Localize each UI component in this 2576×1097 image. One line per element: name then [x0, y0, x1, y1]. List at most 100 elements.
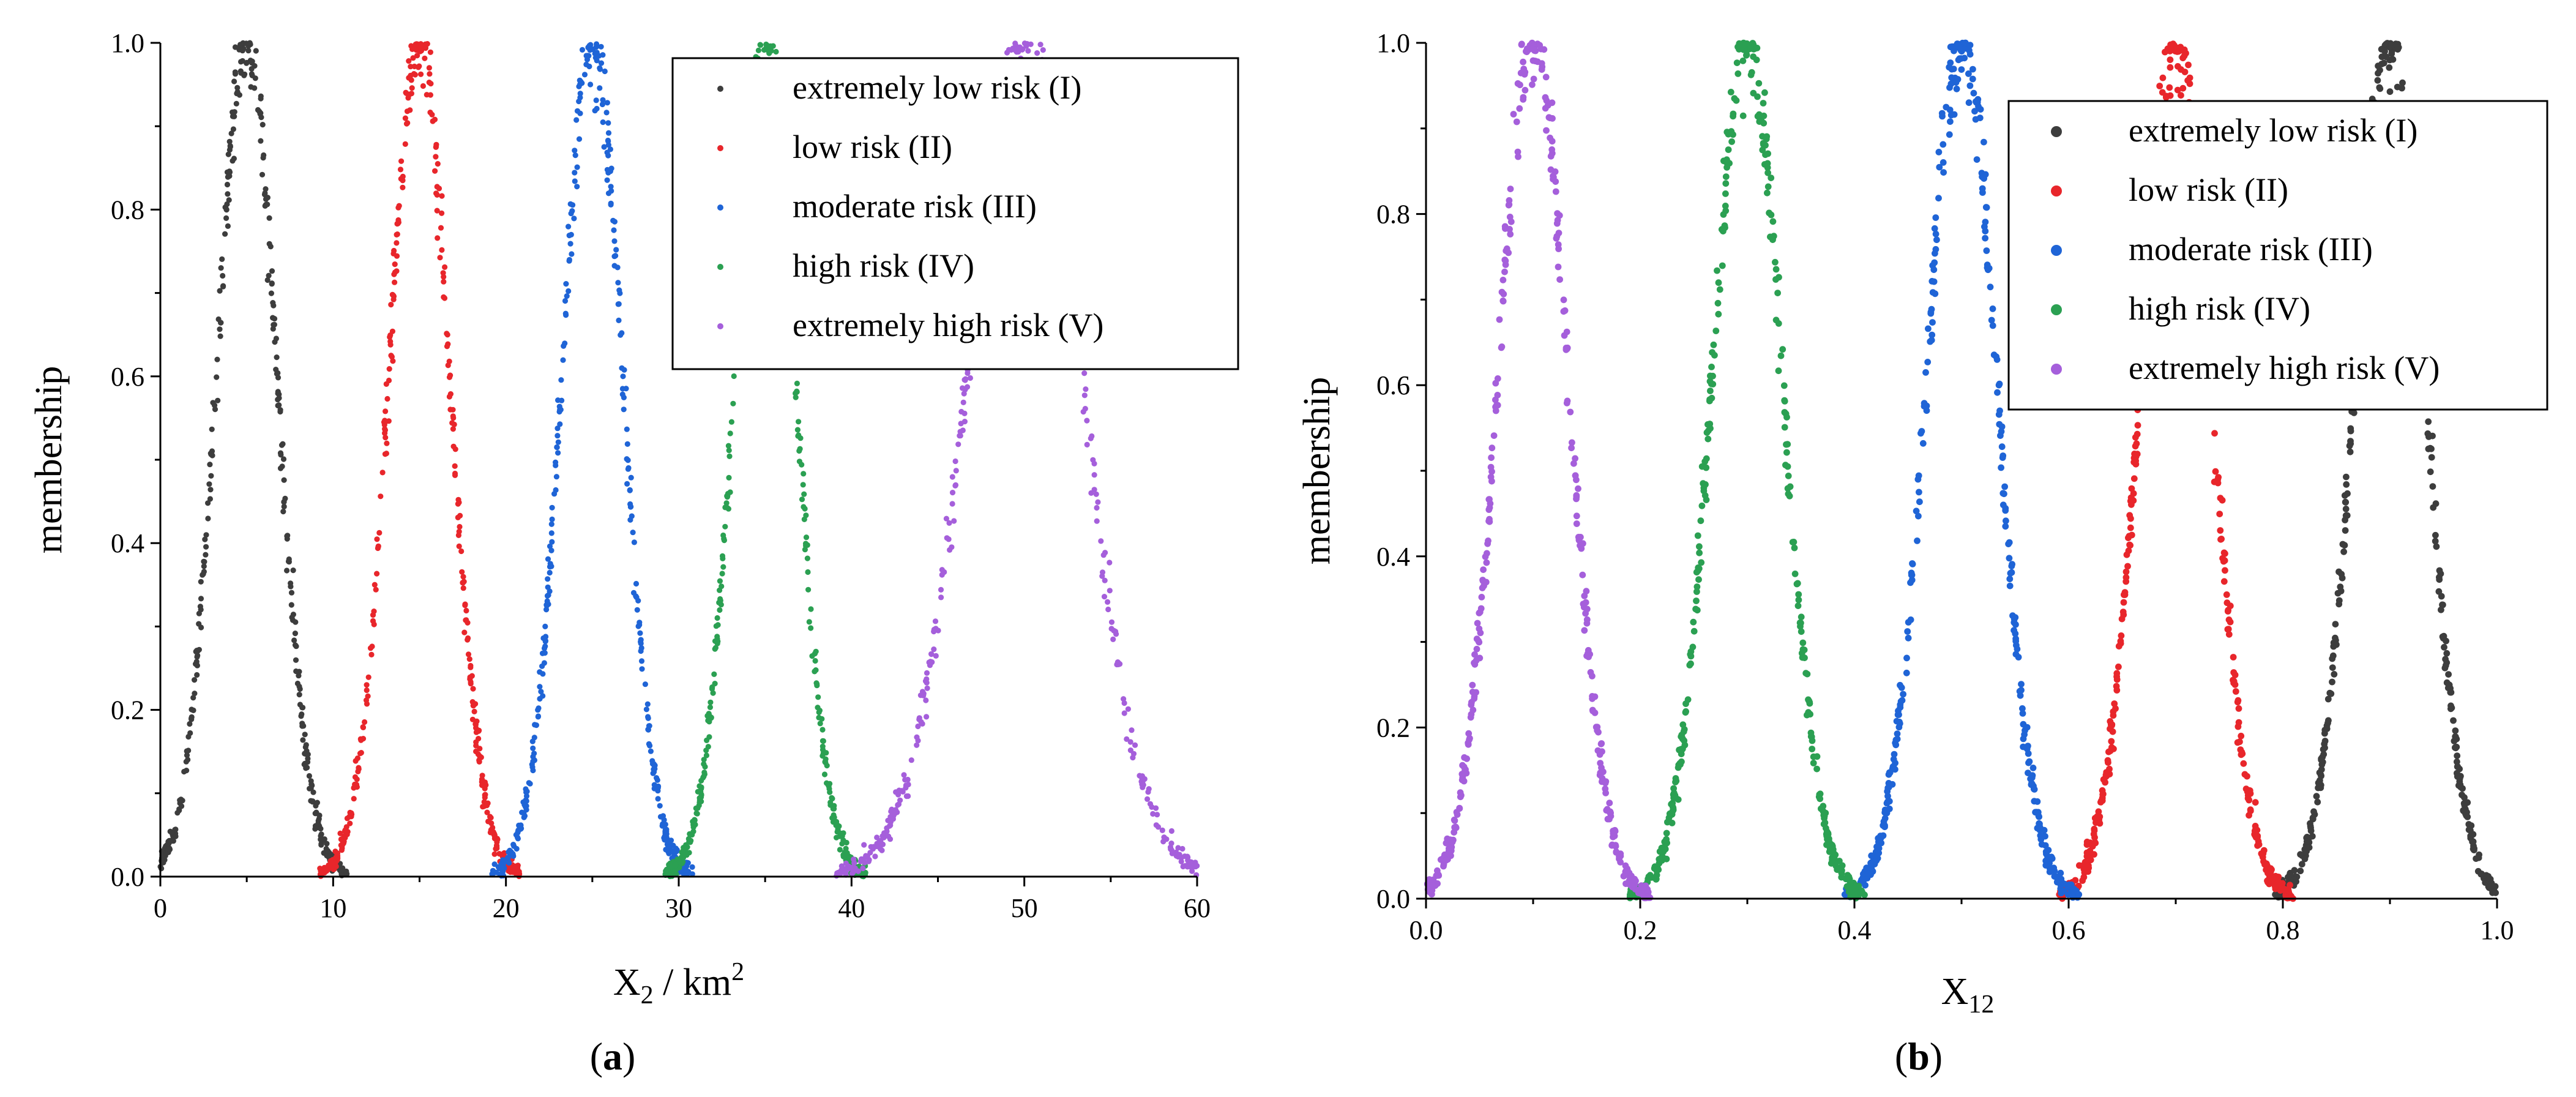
data-point — [2128, 485, 2135, 492]
data-point — [482, 795, 488, 801]
data-point — [2048, 865, 2055, 872]
data-point — [2053, 873, 2060, 880]
data-point — [396, 203, 402, 209]
data-point — [1672, 779, 1679, 785]
data-point — [318, 842, 324, 848]
data-point — [1473, 657, 1480, 664]
data-point — [634, 607, 640, 613]
data-point — [379, 470, 386, 476]
data-point — [435, 235, 441, 241]
data-point — [280, 456, 287, 462]
data-point — [1552, 178, 1559, 185]
data-point — [2443, 650, 2451, 657]
data-point — [1974, 95, 1982, 103]
x-tick-label: 0.8 — [2266, 915, 2300, 945]
data-point — [491, 851, 498, 857]
data-point — [1913, 507, 1920, 515]
data-point — [1681, 726, 1688, 733]
data-point — [1121, 710, 1127, 716]
data-point — [205, 515, 211, 522]
data-point — [567, 241, 573, 247]
data-point — [2128, 501, 2135, 508]
data-point — [2331, 671, 2338, 678]
data-point — [1798, 628, 1805, 635]
data-point — [1521, 71, 1528, 78]
data-point — [1889, 781, 1896, 788]
data-point — [871, 844, 877, 850]
panel-a: 0 10 20 30 40 50 60 0.0 0.2 0.4 0.6 0.8 1.0 membershi… — [28, 28, 1239, 1078]
data-point — [2042, 848, 2050, 855]
data-point — [1722, 173, 1730, 180]
data-point — [389, 354, 395, 360]
data-point — [1556, 212, 1563, 219]
data-point — [961, 410, 968, 417]
data-point — [196, 646, 202, 653]
data-point — [1865, 870, 1872, 877]
data-point — [200, 571, 206, 577]
data-point — [258, 95, 264, 102]
data-point — [604, 100, 611, 106]
data-point — [2394, 83, 2401, 91]
data-point — [1468, 711, 1475, 718]
y-tick-label: 0.8 — [1376, 200, 1410, 230]
data-point — [394, 231, 400, 238]
data-point — [696, 799, 703, 806]
data-point — [2251, 828, 2258, 834]
data-point — [169, 829, 175, 836]
data-point — [1025, 48, 1031, 54]
data-point — [684, 844, 690, 850]
data-point — [566, 223, 572, 230]
data-point — [1829, 842, 1836, 848]
data-point — [2438, 606, 2444, 613]
data-point — [1929, 319, 1936, 326]
data-point — [2104, 757, 2111, 764]
data-point — [1715, 279, 1722, 286]
data-point — [2436, 576, 2443, 583]
data-point — [709, 684, 715, 691]
data-point — [664, 839, 671, 845]
x-tick-label: 0.6 — [2052, 915, 2086, 945]
data-point — [437, 255, 443, 261]
data-point — [1515, 153, 1521, 160]
data-point — [1610, 830, 1617, 837]
data-point — [1629, 883, 1636, 890]
data-point — [572, 170, 578, 176]
data-point — [392, 279, 398, 285]
data-point — [905, 793, 911, 799]
data-point — [374, 571, 380, 577]
panel-letter: a — [603, 1035, 622, 1078]
data-point — [1932, 230, 1939, 238]
data-point — [302, 732, 308, 738]
data-point — [2298, 861, 2305, 868]
data-point — [383, 408, 389, 414]
data-point — [1733, 59, 1741, 66]
data-point — [1730, 110, 1737, 118]
data-point — [248, 84, 254, 90]
data-point — [1982, 234, 1989, 242]
data-point — [1943, 103, 1950, 111]
data-point — [362, 719, 368, 725]
data-point — [371, 608, 377, 615]
data-point — [2120, 599, 2127, 606]
data-point — [1940, 169, 1947, 176]
data-point — [843, 845, 849, 852]
data-point — [637, 630, 643, 636]
data-point — [2247, 807, 2254, 814]
data-point — [1903, 654, 1910, 662]
data-point — [2427, 444, 2434, 452]
data-point — [588, 81, 594, 88]
data-point — [394, 240, 400, 246]
data-point — [1932, 250, 1938, 257]
data-point — [539, 663, 545, 669]
data-point — [685, 869, 691, 875]
data-point — [209, 426, 215, 432]
data-point — [1761, 89, 1768, 96]
y-axis-title: membership — [28, 366, 70, 554]
data-point — [1040, 47, 1046, 53]
data-point — [654, 775, 660, 781]
data-point — [1521, 86, 1529, 94]
data-point — [576, 99, 582, 105]
data-point — [190, 707, 196, 713]
data-point — [469, 716, 476, 722]
data-point — [860, 858, 866, 864]
